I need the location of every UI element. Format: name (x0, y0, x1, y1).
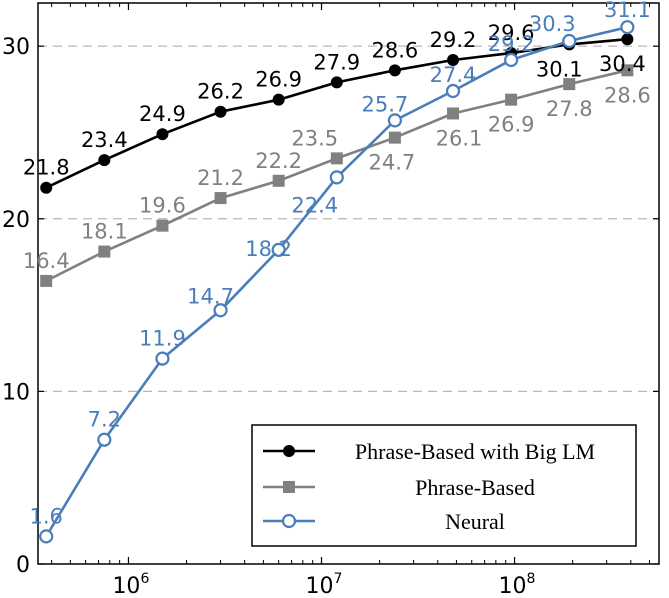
data-label: 30.4 (599, 52, 646, 76)
data-label: 16.4 (23, 249, 70, 273)
data-label: 23.5 (291, 126, 338, 150)
data-label: 26.9 (488, 113, 535, 137)
data-label: 31.1 (604, 0, 651, 22)
legend-label: Neural (445, 509, 505, 534)
data-point (214, 105, 227, 118)
data-label: 24.9 (139, 102, 186, 126)
data-point (156, 219, 169, 232)
legend-marker (283, 481, 295, 493)
data-point (620, 20, 635, 35)
data-point (388, 131, 401, 144)
data-point (271, 242, 286, 257)
plot-frame (37, 2, 660, 565)
data-label: 30.1 (536, 57, 583, 81)
data-point (447, 53, 460, 66)
data-point (387, 113, 403, 128)
data-label: 27.8 (546, 97, 593, 121)
legend-marker (281, 513, 297, 529)
data-label: 25.7 (362, 92, 409, 116)
data-labels: 21.823.424.926.226.927.928.6 29.2 29.630.1… (23, 0, 651, 528)
legend-label: Phrase-Based (415, 475, 535, 500)
data-point (272, 174, 285, 187)
data-label: 23.4 (81, 128, 128, 152)
data-label: 11.9 (139, 327, 186, 351)
data-label: 14.7 (187, 284, 234, 308)
data-point (98, 154, 111, 167)
data-point (563, 78, 576, 91)
data-label: 18.1 (81, 220, 128, 244)
y-axis: 0 10 20 30 (2, 35, 659, 578)
data-point (445, 83, 461, 99)
x-tick-label: 106 (112, 571, 149, 598)
data-point (213, 303, 228, 318)
data-point (98, 245, 111, 258)
series-group (39, 20, 635, 544)
y-tick-label: 0 (16, 553, 30, 578)
y-tick-label: 30 (2, 35, 30, 60)
data-label: 27.9 (313, 50, 360, 74)
x-axis: 106 107 108 (51, 3, 650, 598)
data-point (504, 52, 519, 68)
data-label: 21.2 (197, 166, 244, 190)
data-label: 28.6 (604, 83, 651, 107)
legend-marker (283, 445, 295, 457)
data-label: 24.7 (369, 151, 416, 175)
data-point (447, 107, 460, 120)
data-point (155, 351, 170, 366)
data-point (330, 152, 343, 165)
data-label: 22.2 (255, 149, 302, 173)
x-tick-label: 108 (499, 571, 536, 598)
data-label: 22.4 (291, 193, 338, 217)
data-point (39, 529, 54, 544)
data-point (272, 93, 285, 106)
data-label: 28.6 (372, 38, 419, 62)
data-label: 29.2 (430, 28, 477, 52)
data-point (156, 128, 169, 141)
x-tick-label: 107 (306, 571, 343, 598)
data-point (330, 76, 343, 89)
y-tick-label: 20 (2, 208, 30, 233)
data-point (621, 64, 634, 77)
data-point (214, 192, 227, 205)
data-label: 30.3 (529, 12, 576, 36)
data-label: 7.2 (88, 408, 121, 432)
data-label: 19.6 (139, 194, 186, 218)
data-point (621, 33, 634, 46)
legend: Phrase-Based with Big LM Phrase-Based Neur… (251, 424, 637, 547)
data-label: 26.1 (436, 126, 483, 150)
legend-label: Phrase-Based with Big LM (355, 439, 595, 464)
data-point (97, 432, 112, 447)
data-label: 26.9 (255, 68, 302, 92)
data-point (329, 170, 344, 185)
y-tick-label: 10 (2, 380, 30, 405)
data-label: 18.2 (245, 237, 292, 261)
data-label: 27.4 (430, 63, 477, 87)
data-label: 26.2 (197, 80, 244, 104)
legend-box (251, 424, 637, 547)
data-point (388, 64, 401, 77)
data-point (562, 33, 577, 49)
data-point (40, 274, 53, 287)
data-label: 1.6 (30, 504, 63, 528)
data-point (505, 93, 518, 106)
data-label: 21.8 (23, 156, 70, 180)
data-label: 29.2 (488, 32, 535, 56)
data-point (40, 181, 53, 194)
data-label: 29.6 (488, 21, 535, 45)
